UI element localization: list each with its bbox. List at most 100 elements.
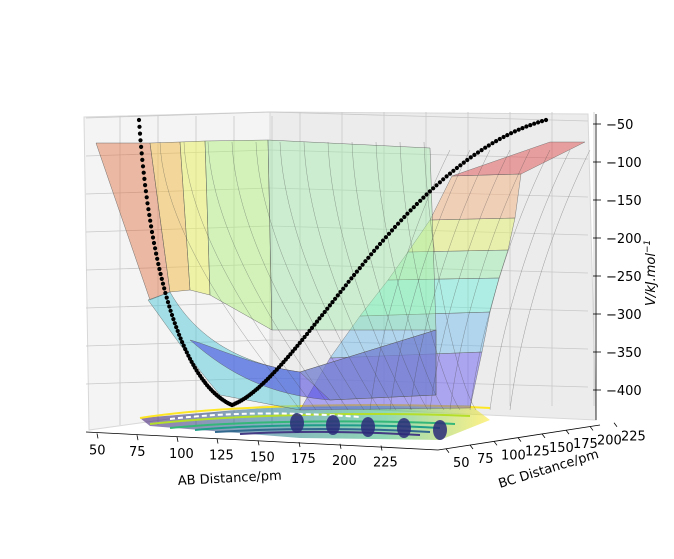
contour-well — [290, 413, 304, 433]
mesh-line — [409, 149, 491, 411]
y-tick-label: 150 — [549, 441, 574, 456]
y-tick — [613, 422, 618, 427]
trajectory-point — [187, 356, 193, 361]
trajectory-point — [360, 262, 365, 267]
right-surface-bands — [299, 141, 586, 411]
trajectory-point — [447, 171, 453, 176]
mesh-line — [183, 141, 317, 411]
trajectory-point — [539, 119, 545, 124]
trajectory-point — [402, 214, 407, 220]
trajectory-point — [140, 157, 145, 162]
mesh-line — [469, 149, 551, 411]
trajectory-point — [169, 312, 175, 318]
trajectory-point — [434, 183, 439, 188]
trajectory-point — [149, 224, 154, 229]
grid-line — [269, 301, 589, 312]
trajectory-point — [424, 192, 429, 197]
trajectory-point — [314, 319, 320, 324]
trajectory-point — [138, 138, 143, 143]
trajectory-point — [309, 325, 315, 330]
trajectory-point — [516, 127, 521, 132]
trajectory-point — [408, 208, 413, 213]
trajectory-point — [421, 195, 426, 200]
mesh-line — [375, 141, 445, 411]
x-tick — [216, 438, 219, 444]
trajectory-point — [139, 151, 144, 156]
mesh-line — [303, 141, 397, 411]
trajectory-point — [494, 139, 499, 144]
trajectory-point — [183, 347, 188, 352]
trajectory-point — [290, 349, 295, 354]
trajectory-point — [145, 201, 150, 206]
contour-well — [326, 415, 340, 435]
y-tick-label: 175 — [573, 437, 598, 452]
trajectory-point — [147, 212, 152, 218]
z-tick-label: −250 — [606, 270, 642, 285]
trajectory-point — [142, 176, 147, 181]
trajectory-point — [437, 180, 442, 185]
z-tick-label: −200 — [606, 232, 642, 247]
trajectory-point — [512, 129, 518, 134]
z-tick-label: −400 — [606, 384, 642, 399]
trajectory-point — [366, 255, 371, 260]
trajectory-point — [159, 276, 164, 281]
trajectory-point — [386, 231, 392, 236]
trajectory-point — [330, 300, 335, 305]
trajectory-point — [346, 279, 351, 284]
trajectory-point — [501, 134, 506, 140]
z-tick-label: −50 — [606, 118, 633, 133]
trajectory-point — [295, 343, 300, 348]
z-tick-label: −100 — [606, 156, 642, 171]
trajectory-point — [151, 240, 157, 246]
trajectory-point — [144, 195, 149, 200]
z-axis-label-main: V/kJ.mol — [644, 253, 659, 306]
trajectory-point — [158, 271, 163, 277]
trajectory-point — [343, 283, 348, 288]
trajectory-point — [377, 241, 383, 247]
trajectory-point — [357, 266, 362, 271]
x-tick — [96, 433, 99, 439]
trajectory-point — [369, 252, 374, 257]
y-tick — [493, 441, 498, 446]
z-axis-label-exponent: −1 — [643, 240, 653, 253]
z-axis-label: V/kJ.mol−1 — [643, 240, 659, 306]
trajectory-point — [186, 353, 191, 358]
trajectory-point — [156, 261, 161, 267]
trajectory-point — [320, 313, 325, 318]
trajectory-point — [157, 266, 162, 272]
mesh-line — [489, 149, 571, 411]
trajectory-point — [532, 121, 537, 126]
trajectory-point — [451, 168, 456, 173]
trajectory-point — [137, 131, 143, 136]
trajectory-point — [486, 143, 491, 148]
reaction-trajectory — [136, 117, 549, 408]
trajectory-point — [181, 343, 186, 348]
trajectory-point — [160, 281, 166, 286]
trajectory-point — [427, 189, 432, 194]
trajectory-point — [165, 300, 171, 305]
trajectory-point — [374, 245, 380, 250]
y-tick-label: 50 — [453, 456, 470, 471]
trajectory-point — [143, 189, 148, 194]
y-tick — [565, 429, 570, 435]
trajectory-point — [543, 117, 549, 123]
mesh-line — [389, 149, 471, 411]
trajectory-point — [325, 306, 330, 311]
contour-line — [169, 412, 361, 420]
trajectory-point — [148, 218, 153, 223]
mesh-line — [423, 141, 477, 411]
y-tick — [445, 448, 450, 454]
trajectory-point — [341, 286, 346, 291]
contour-well — [433, 420, 447, 440]
trajectory-point — [312, 322, 317, 327]
trajectory-point — [418, 198, 423, 203]
trajectory-point — [150, 235, 156, 240]
surface-mesh-lines — [159, 141, 591, 411]
trajectory-point — [155, 256, 160, 261]
trajectory-point — [327, 303, 332, 308]
trajectory-point — [454, 165, 459, 171]
mesh-line — [327, 141, 413, 411]
z-tick-label: −150 — [606, 194, 642, 209]
trajectory-point — [528, 123, 533, 128]
